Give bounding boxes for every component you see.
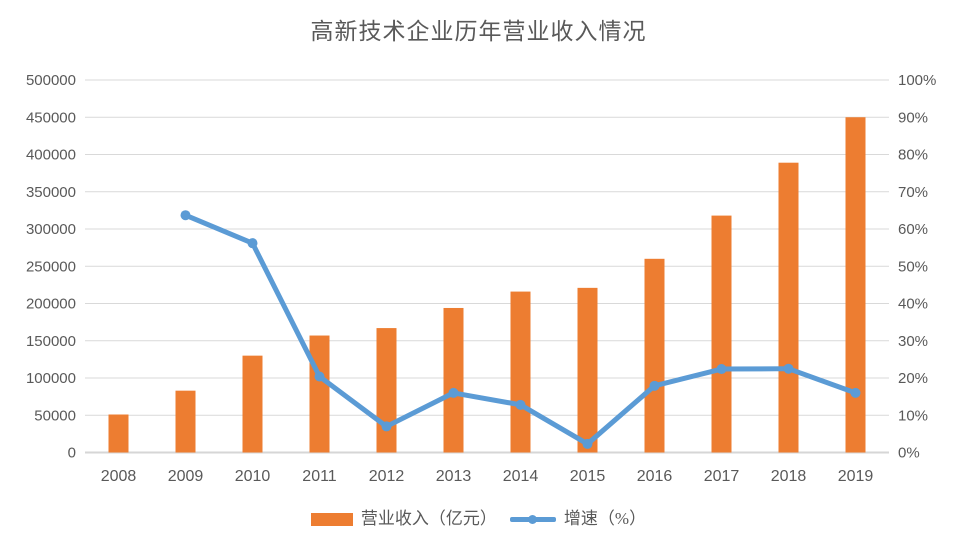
growth-marker-2009 [180,210,191,221]
revenue-bars-series [108,117,866,453]
growth-marker-2013 [448,387,459,398]
x-label-2012: 2012 [369,468,405,485]
legend-revenue-label: 营业收入（亿元） [360,509,497,528]
x-label-2013: 2013 [436,468,472,485]
growth-marker-2014 [515,399,526,410]
right-tick-label: 50% [898,258,928,275]
bar-2009 [175,390,196,453]
legend-item-growth: 增速（%） [509,506,647,532]
growth-marker-2018 [783,363,794,374]
x-label-2008: 2008 [101,468,137,485]
left-tick-label: 150000 [26,333,76,350]
x-label-2017: 2017 [704,468,740,485]
bar-2015 [577,287,598,453]
left-tick-label: 400000 [26,147,76,164]
x-label-2015: 2015 [570,468,606,485]
x-label-2011: 2011 [302,468,337,485]
growth-marker-2010 [247,238,258,249]
right-tick-label: 60% [898,221,928,238]
legend-item-revenue: 营业收入（亿元） [310,506,497,532]
bar-2011 [309,335,330,453]
x-label-2014: 2014 [503,468,539,485]
x-label-2016: 2016 [637,468,673,485]
right-tick-label: 90% [898,109,928,126]
left-tick-label: 350000 [26,184,76,201]
right-tick-label: 0% [898,445,920,462]
legend-bar-swatch-icon [310,512,353,526]
bar-2016 [644,258,665,453]
growth-marker-2019 [850,387,861,398]
growth-marker-2017 [716,364,727,375]
legend-growth-label: 增速（%） [563,509,647,528]
right-tick-label: 10% [898,407,928,424]
x-label-2009: 2009 [168,468,204,485]
chart-legend: 营业收入（亿元） 增速（%） [0,506,957,532]
x-label-2018: 2018 [771,468,807,485]
x-label-2019: 2019 [838,468,874,485]
legend-line-swatch-icon [509,513,556,526]
growth-line-series [180,210,861,449]
right-tick-label: 40% [898,296,928,313]
bar-2019 [845,117,866,453]
bar-2014 [510,291,531,453]
growth-marker-2011 [314,371,325,382]
right-axis-labels: 0% 10% 20% 30% 40% 50% 60% 70% 80% 90% 100% [898,72,936,462]
right-tick-label: 70% [898,184,928,201]
left-tick-label: 200000 [26,296,76,313]
right-tick-label: 80% [898,147,928,164]
growth-marker-2012 [381,421,392,432]
left-tick-label: 0 [68,445,76,462]
bar-2017 [711,215,732,453]
bar-2008 [108,414,129,453]
bar-2013 [443,307,464,453]
left-tick-label: 450000 [26,109,76,126]
bar-2018 [778,162,799,453]
left-tick-label: 100000 [26,370,76,387]
bar-2010 [242,355,263,453]
right-tick-label: 30% [898,333,928,350]
right-tick-label: 20% [898,370,928,387]
left-tick-label: 300000 [26,221,76,238]
left-axis-labels: 0 50000 100000 150000 200000 250000 300000 3500… [26,72,76,462]
chart-title: 高新技术企业历年营业收入情况 [310,19,647,44]
left-tick-label: 50000 [34,407,76,424]
bar-2012 [376,328,397,453]
right-tick-label: 100% [898,72,936,89]
left-tick-label: 500000 [26,72,76,89]
growth-marker-2015 [582,438,593,449]
left-tick-label: 250000 [26,258,76,275]
growth-marker-2016 [649,380,660,391]
x-axis-labels: 2008 2009 2010 2011 2012 2013 2014 2015 2016 2017… [101,468,874,485]
x-label-2010: 2010 [235,468,271,485]
gridlines [85,79,889,454]
